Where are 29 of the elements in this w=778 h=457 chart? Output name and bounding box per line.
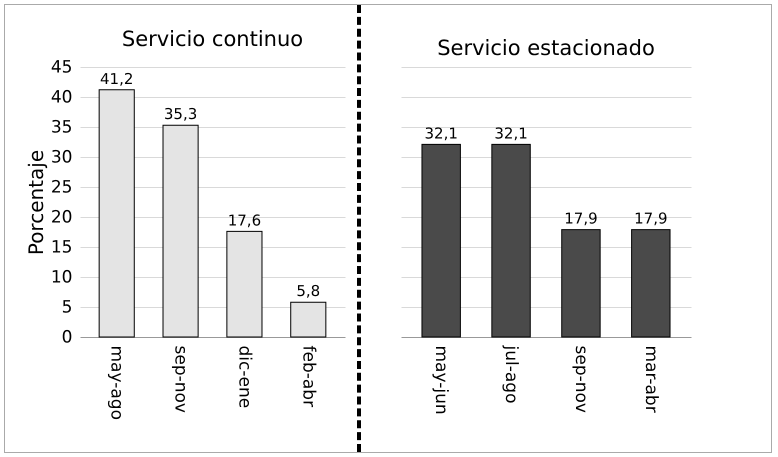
data-label: 17,9: [634, 210, 668, 228]
data-label: 32,1: [424, 124, 458, 142]
chart-title: Servicio continuo: [122, 27, 304, 51]
y-tick-label: 45: [50, 58, 72, 78]
y-tick-label: 40: [50, 88, 72, 108]
data-label: 32,1: [494, 124, 528, 142]
y-tick-label: 30: [50, 148, 72, 168]
y-tick-label: 35: [50, 118, 72, 138]
y-tick-label: 20: [50, 208, 72, 228]
x-tick-label: jul-ago: [501, 344, 522, 404]
chart-title: Servicio estacionado: [437, 36, 655, 60]
data-label: 35,3: [164, 105, 198, 124]
data-label: 5,8: [296, 282, 320, 300]
x-tick-label: dic-ene: [234, 346, 254, 408]
y-tick-label: 10: [50, 268, 72, 288]
x-tick-label: may-ago: [106, 346, 127, 420]
x-tick-label: sep-nov: [170, 346, 191, 413]
x-tick-label: feb-abr: [298, 346, 318, 408]
data-label: 17,6: [228, 211, 262, 230]
x-tick-label: sep-nov: [570, 346, 591, 413]
x-tick-label: may-jun: [431, 346, 452, 415]
x-tick-label: mar-abr: [640, 346, 661, 413]
y-tick-label: 0: [62, 328, 72, 348]
y-tick-label: 5: [62, 298, 72, 318]
y-tick-label: 25: [50, 178, 72, 198]
y-axis-title: Porcentaje: [24, 150, 48, 256]
y-tick-label: 15: [50, 238, 72, 258]
data-label: 41,2: [100, 70, 134, 88]
data-label: 17,9: [564, 210, 598, 228]
